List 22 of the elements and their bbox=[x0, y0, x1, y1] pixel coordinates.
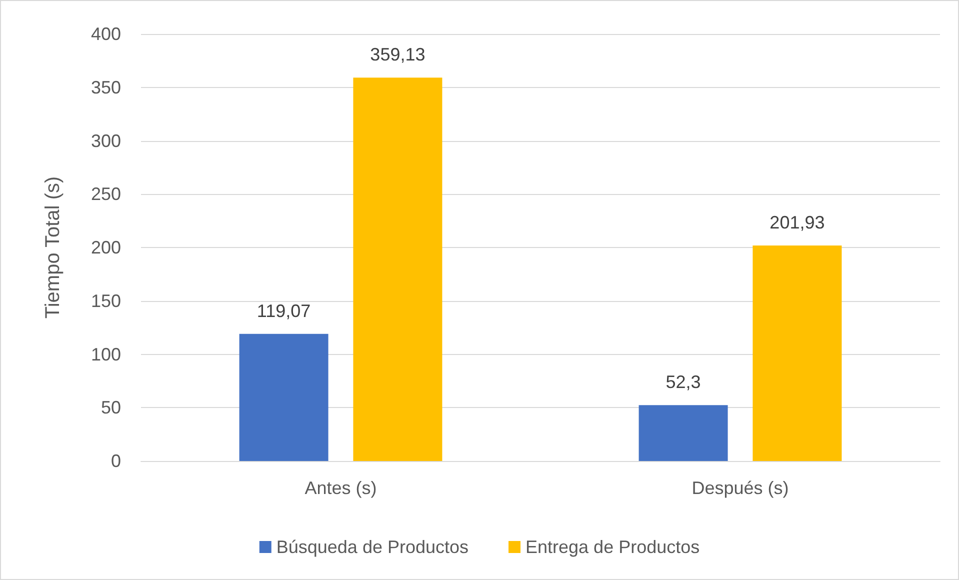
data-label: 201,93 bbox=[770, 212, 825, 232]
y-tick-label: 250 bbox=[90, 184, 121, 204]
y-tick-label: 300 bbox=[90, 130, 121, 151]
bar bbox=[239, 334, 328, 461]
y-tick-label: 400 bbox=[90, 24, 121, 44]
bar bbox=[752, 245, 842, 461]
bar bbox=[353, 78, 442, 461]
legend-label: Búsqueda de Productos bbox=[276, 537, 469, 557]
y-tick-label: 100 bbox=[90, 344, 121, 364]
y-tick-label: 200 bbox=[90, 238, 121, 258]
x-tick-label: Antes (s) bbox=[304, 478, 377, 498]
x-tick-label: Después (s) bbox=[692, 478, 789, 498]
legend-label: Entrega de Productos bbox=[526, 537, 700, 557]
data-label: 119,07 bbox=[256, 300, 311, 321]
y-axis-title: Tiempo Total (s) bbox=[42, 176, 64, 319]
bar bbox=[638, 405, 728, 461]
data-label: 52,3 bbox=[666, 372, 701, 392]
y-tick-label: 350 bbox=[90, 77, 121, 98]
data-label: 359,13 bbox=[370, 44, 426, 65]
y-tick-label: 50 bbox=[100, 398, 121, 418]
y-tick-label: 150 bbox=[90, 290, 121, 311]
y-tick-label: 0 bbox=[110, 451, 121, 471]
